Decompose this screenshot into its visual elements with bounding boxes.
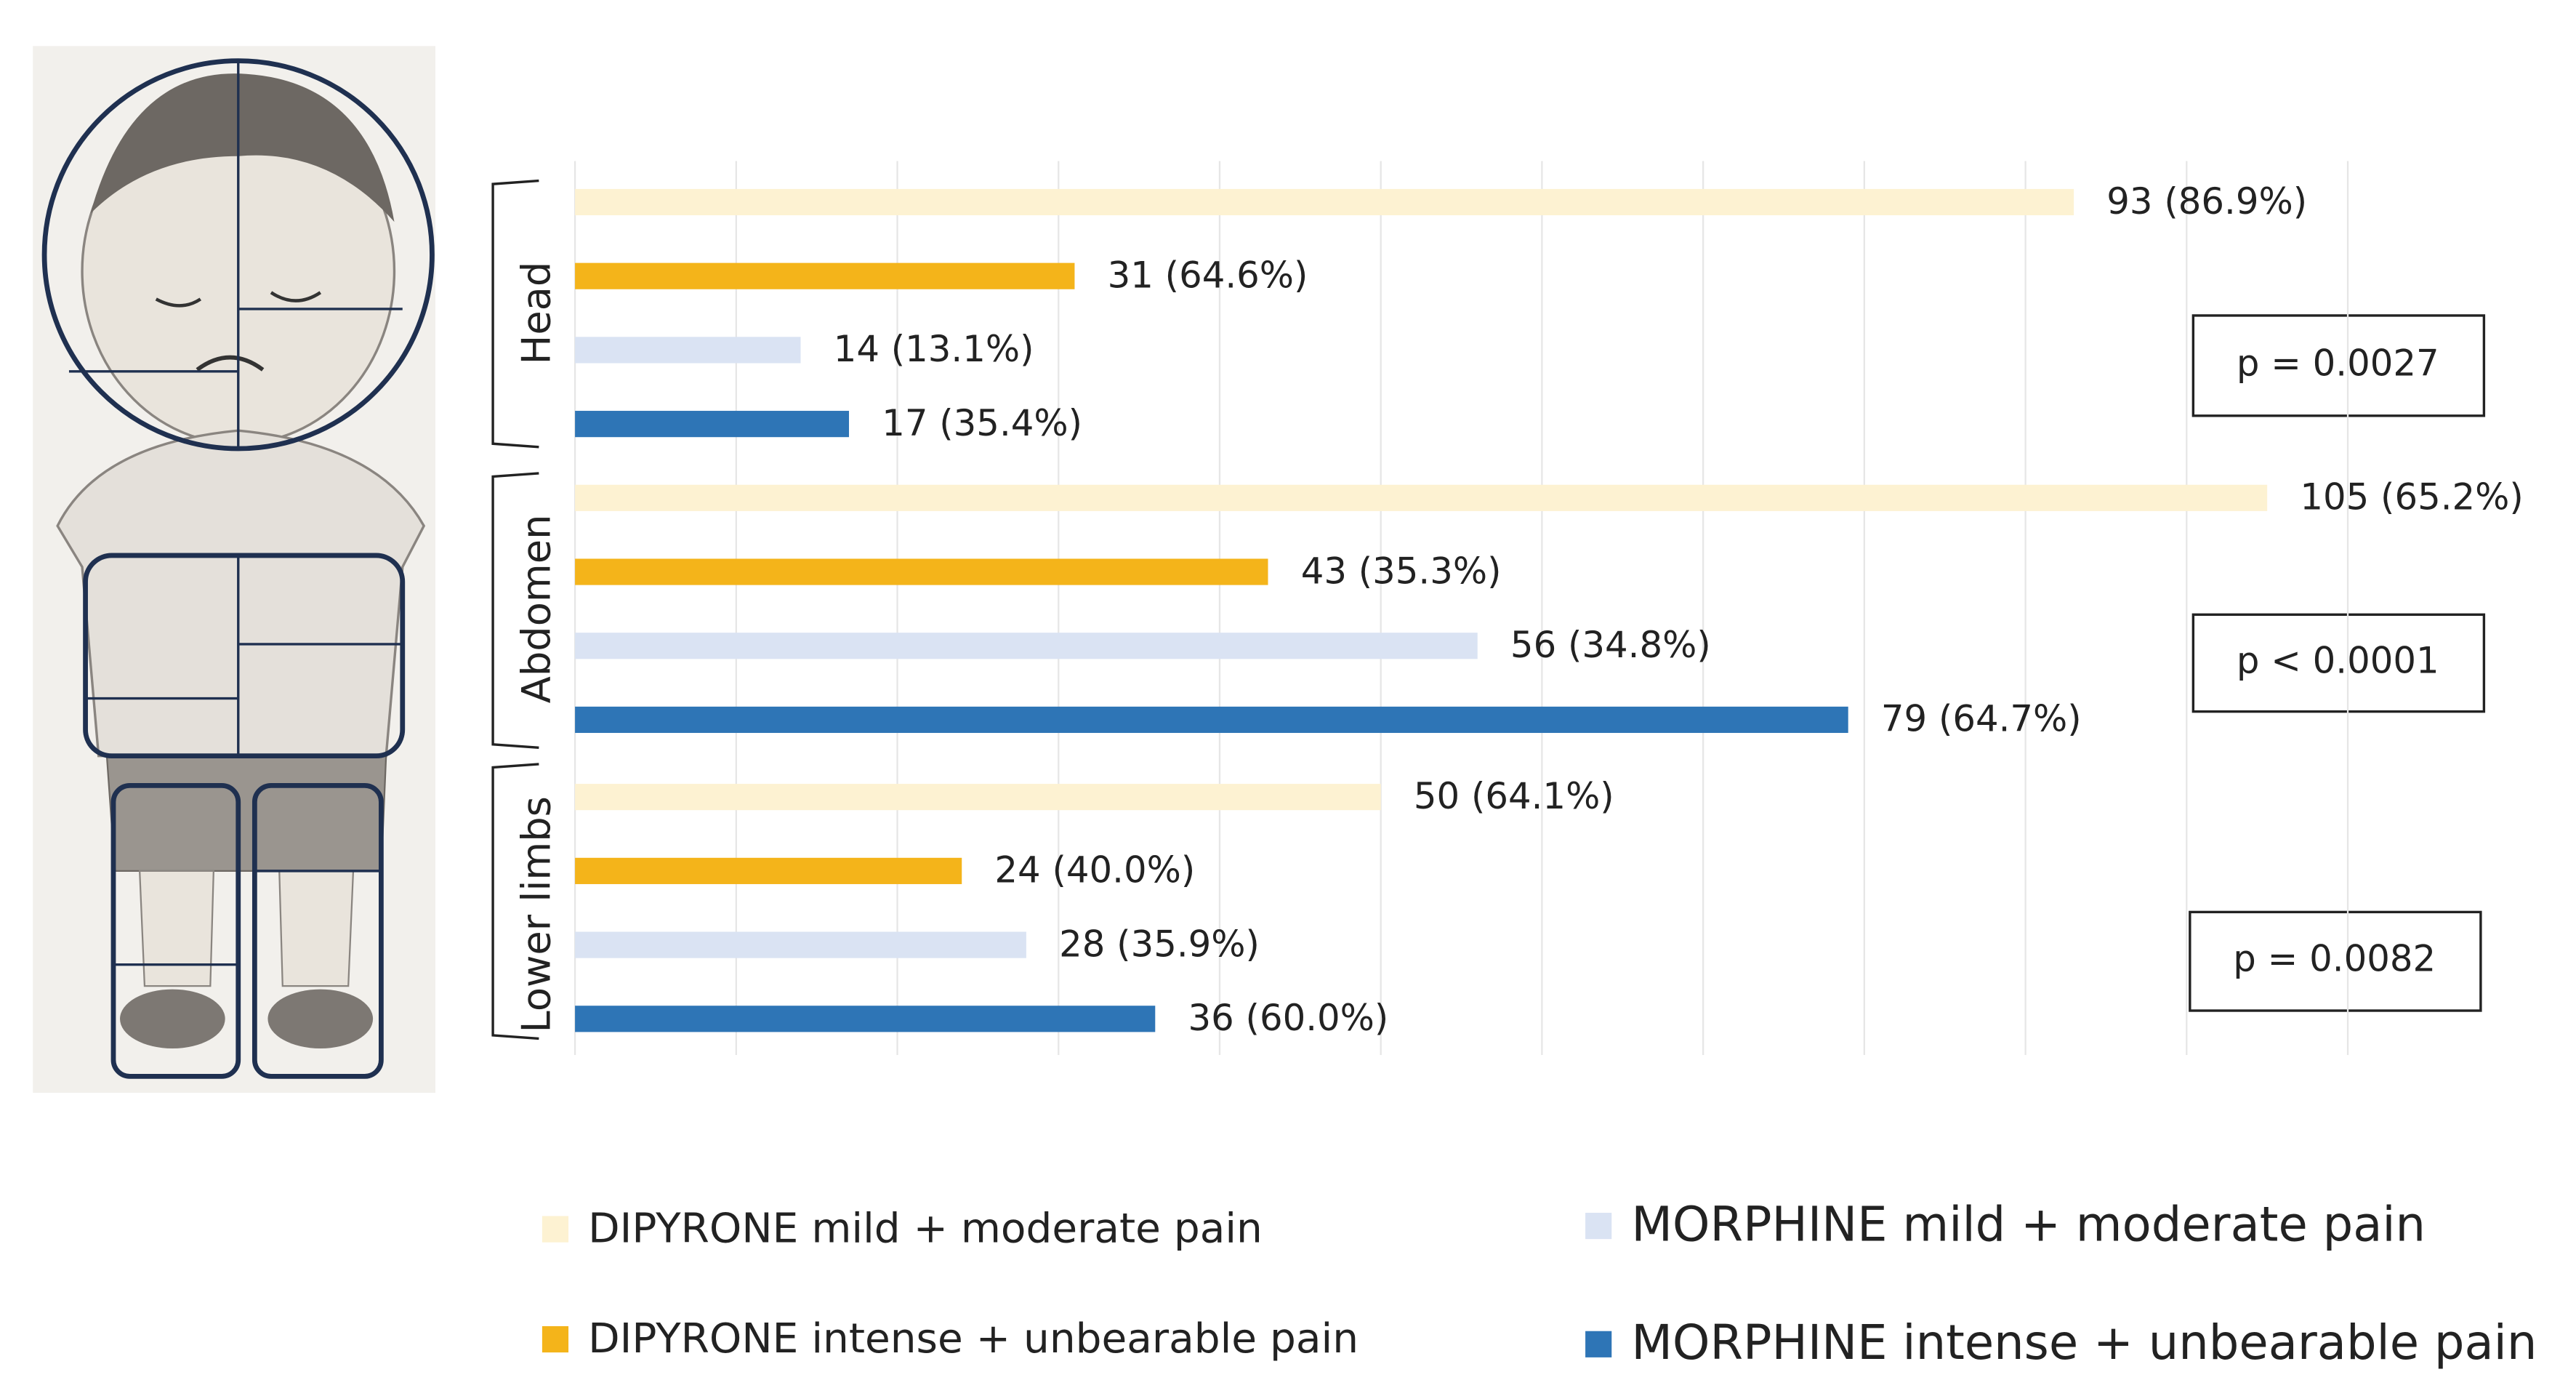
legend-label: MORPHINE intense + unbearable pain [1631, 1315, 2537, 1371]
value-label: 56 (34.8%) [1510, 624, 1711, 666]
value-label: 17 (35.4%) [882, 402, 1082, 444]
value-label: 50 (64.1%) [1414, 775, 1614, 817]
group-label: Lower limbs [513, 796, 559, 1032]
bar [575, 188, 2074, 216]
value-label: 43 (35.3%) [1301, 550, 1502, 592]
p-value-boxes [2189, 314, 2486, 1012]
p-value: p < 0.0001 [2237, 639, 2439, 681]
bar [575, 633, 1478, 659]
bar [575, 411, 850, 438]
bar [575, 484, 2268, 511]
p-value: p = 0.0027 [2237, 342, 2439, 384]
value-label: 79 (64.7%) [1881, 698, 2082, 740]
child-shoe [267, 989, 374, 1048]
legend-swatch [542, 1325, 569, 1353]
group-brackets [491, 179, 539, 1040]
legend-swatch [1585, 1212, 1612, 1240]
bar [575, 784, 1381, 811]
value-label: 105 (65.2%) [2300, 476, 2523, 518]
legend-label: MORPHINE mild + moderate pain [1631, 1197, 2426, 1252]
bar [575, 1006, 1156, 1032]
child-shirt [56, 429, 426, 758]
value-label: 14 (13.1%) [834, 328, 1034, 370]
legend-swatch [542, 1216, 569, 1243]
bar [575, 857, 962, 884]
region-outlines [41, 58, 435, 1079]
value-label: 36 (60.0%) [1188, 997, 1388, 1039]
value-label: 24 (40.0%) [994, 849, 1195, 891]
legend-label: DIPYRONE mild + moderate pain [588, 1205, 1263, 1252]
value-label: 28 (35.9%) [1059, 923, 1260, 965]
child-shoe [120, 989, 225, 1048]
legend-swatch [1585, 1331, 1612, 1357]
child-shorts [105, 755, 387, 872]
p-value: p = 0.0082 [2233, 938, 2436, 980]
value-label: 31 (64.6%) [1108, 254, 1308, 296]
child-mouth [196, 355, 265, 372]
bar [575, 706, 1848, 734]
legend-label: DIPYRONE intense + unbearable pain [588, 1315, 1359, 1363]
child-eyes [155, 291, 322, 308]
child-hair [90, 73, 395, 222]
illustration [33, 46, 435, 1094]
bar [575, 262, 1075, 289]
group-label: Abdomen [513, 515, 559, 704]
bar [575, 558, 1268, 585]
value-label: 93 (86.9%) [2106, 180, 2307, 222]
bar [575, 337, 801, 364]
bar [575, 931, 1026, 958]
group-label: Head [513, 262, 559, 365]
